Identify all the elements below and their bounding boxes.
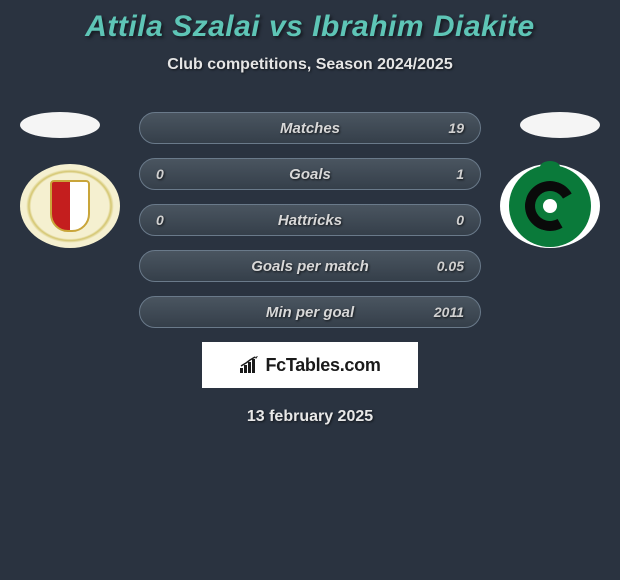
stat-pill-list: Matches 19 0 Goals 1 0 Hattricks 0 Goals… [139,112,481,328]
stat-row-matches: Matches 19 [139,112,481,144]
stat-right-value: 0.05 [437,258,464,274]
stat-right-value: 0 [456,212,464,228]
club-right-inner [509,165,591,247]
stat-row-hattricks: 0 Hattricks 0 [139,204,481,236]
player-left-portrait [20,112,100,138]
club-left-badge [20,164,120,248]
infographic-root: Attila Szalai vs Ibrahim Diakite Club co… [0,0,620,426]
brand-box[interactable]: FcTables.com [202,342,418,388]
club-right-badge [500,164,600,248]
date-line: 13 february 2025 [0,408,620,426]
player-right-portrait [520,112,600,138]
stat-left-value: 0 [156,166,164,182]
bar-chart-icon [239,356,261,374]
stat-row-min-per-goal: Min per goal 2011 [139,296,481,328]
stat-label: Hattricks [278,212,342,229]
stats-area: Matches 19 0 Goals 1 0 Hattricks 0 Goals… [0,112,620,426]
stat-right-value: 19 [448,120,464,136]
stat-label: Goals per match [251,258,369,275]
stat-row-goals: 0 Goals 1 [139,158,481,190]
stat-label: Goals [289,166,331,183]
brand-text: FcTables.com [265,355,380,376]
comparison-title: Attila Szalai vs Ibrahim Diakite [0,10,620,44]
stat-right-value: 2011 [434,304,464,320]
stat-label: Matches [280,120,340,137]
stat-left-value: 0 [156,212,164,228]
stat-row-goals-per-match: Goals per match 0.05 [139,250,481,282]
comparison-subtitle: Club competitions, Season 2024/2025 [0,56,620,74]
stat-label: Min per goal [266,304,354,321]
club-right-letter-c-icon [519,175,580,236]
stat-right-value: 1 [456,166,464,182]
